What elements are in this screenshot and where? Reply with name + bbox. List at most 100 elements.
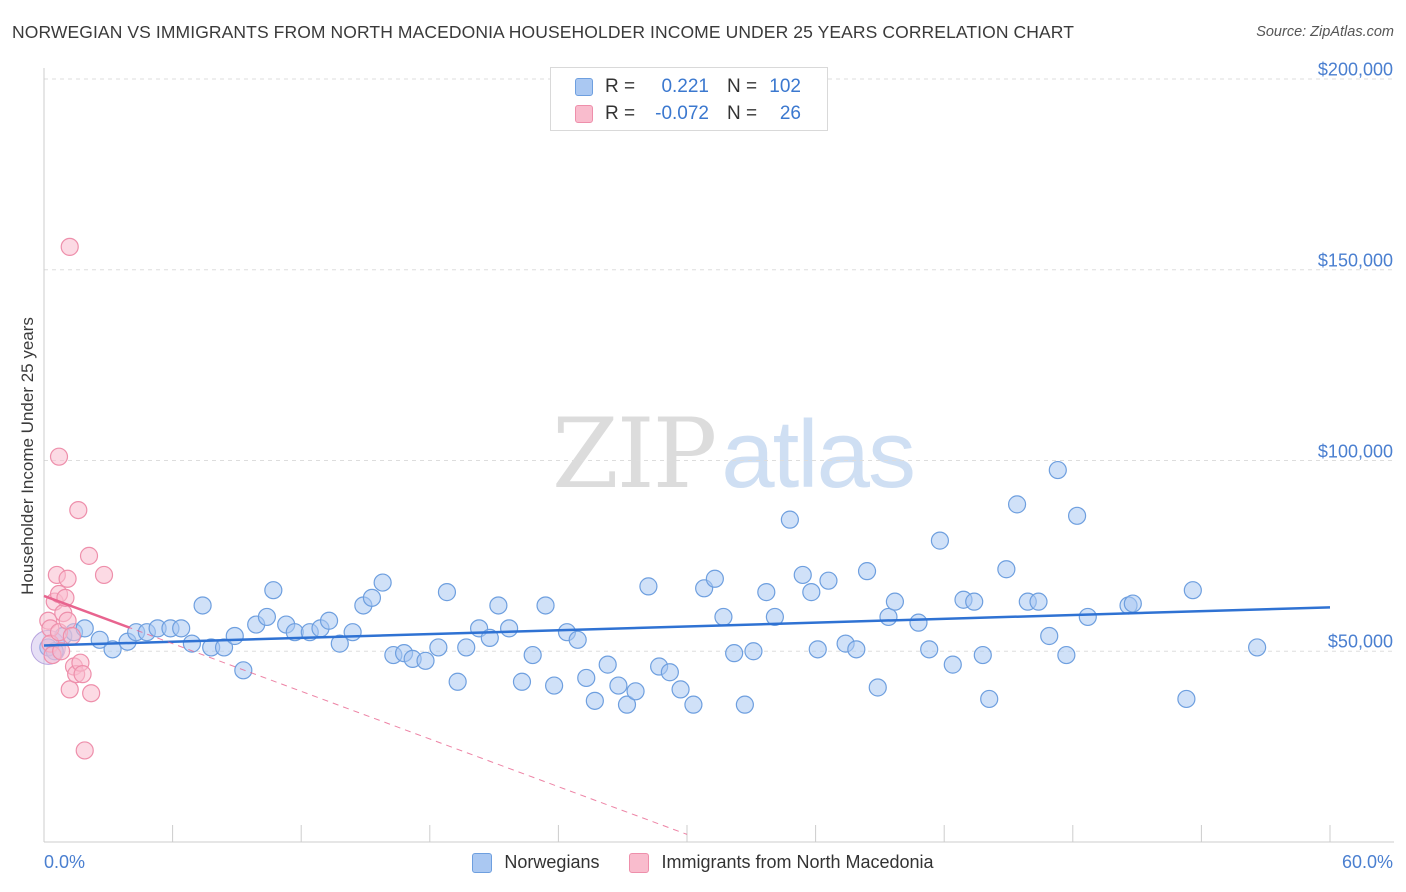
norwegian-point bbox=[362, 588, 382, 607]
y-tick-label: $200,000 bbox=[1317, 59, 1393, 80]
chart-title: NORWEGIAN VS IMMIGRANTS FROM NORTH MACED… bbox=[12, 22, 1075, 42]
norwegian-point bbox=[609, 676, 628, 695]
watermark-atlas: atlas bbox=[721, 401, 916, 508]
norwegians-points bbox=[39, 460, 1267, 714]
series-legend: Norwegians Immigrants from North Macedon… bbox=[0, 852, 1406, 873]
norwegian-point bbox=[973, 645, 992, 665]
norwegian-point bbox=[512, 672, 532, 691]
legend-item-norwegians: Norwegians bbox=[472, 852, 599, 873]
norwegian-point bbox=[744, 642, 763, 661]
legend-r-value: 0.221 bbox=[661, 76, 709, 97]
norwegian-point bbox=[264, 581, 283, 600]
norwegian-point bbox=[617, 695, 637, 714]
y-axis-title: Householder Income Under 25 years bbox=[18, 317, 37, 595]
y-tick-label: $150,000 bbox=[1317, 250, 1393, 271]
norwegian-point bbox=[182, 634, 201, 653]
norwegian-point bbox=[793, 565, 812, 585]
norwegian-point bbox=[545, 676, 564, 695]
macedonia-point bbox=[75, 741, 94, 760]
norwegian-point bbox=[1029, 592, 1048, 611]
grid-lines bbox=[44, 78, 1394, 652]
norwegian-point bbox=[725, 644, 744, 663]
norwegian-point bbox=[705, 569, 724, 588]
norwegian-point bbox=[780, 510, 799, 529]
norwegian-point bbox=[660, 663, 679, 682]
y-tick-label: $50,000 bbox=[1327, 631, 1393, 652]
norwegian-point bbox=[857, 562, 877, 581]
macedonia-point bbox=[69, 500, 88, 520]
norwegian-point bbox=[1040, 626, 1059, 646]
norwegian-point bbox=[448, 672, 467, 691]
macedonia-point bbox=[52, 642, 71, 661]
macedonia-point bbox=[60, 237, 79, 256]
chart-source: Source: ZipAtlas.com bbox=[1256, 24, 1394, 40]
norwegian-point bbox=[868, 678, 887, 697]
norwegian-point bbox=[437, 583, 457, 602]
norwegian-point bbox=[489, 596, 508, 615]
norwegians-trend-line bbox=[43, 606, 1331, 647]
norwegian-point bbox=[225, 626, 244, 646]
norwegian-point bbox=[214, 638, 234, 657]
norwegian-point bbox=[319, 611, 339, 630]
norwegian-point bbox=[103, 640, 122, 659]
norwegian-point bbox=[523, 645, 542, 665]
macedonia-point bbox=[94, 565, 114, 585]
legend-swatch-pink bbox=[575, 105, 593, 123]
norwegian-point bbox=[765, 607, 784, 627]
norwegian-point bbox=[373, 573, 392, 592]
norwegian-point bbox=[671, 680, 690, 699]
norwegian-point bbox=[1183, 581, 1202, 600]
trend-lines bbox=[43, 594, 1331, 835]
norwegian-point bbox=[1123, 594, 1142, 613]
norwegian-point bbox=[500, 619, 519, 638]
legend-r-value: -0.072 bbox=[655, 103, 709, 124]
axes bbox=[43, 68, 1394, 843]
norwegian-point bbox=[808, 640, 827, 659]
norwegian-point bbox=[1048, 460, 1067, 480]
norwegian-point bbox=[626, 682, 645, 701]
correlation-legend: R = 0.221 N = 102 R = -0.072 N = 26 bbox=[550, 67, 828, 131]
norwegian-point bbox=[1177, 689, 1196, 709]
norwegian-point bbox=[1067, 506, 1087, 525]
norwegian-point bbox=[802, 583, 821, 602]
norwegian-point bbox=[639, 577, 658, 596]
macedonia-point bbox=[73, 665, 92, 684]
norwegian-point bbox=[416, 651, 435, 670]
norwegian-point bbox=[943, 655, 962, 674]
norwegian-point bbox=[997, 560, 1016, 579]
norwegian-point bbox=[330, 634, 349, 653]
legend-n-label: N = bbox=[727, 76, 758, 97]
norwegian-point bbox=[1007, 495, 1027, 514]
norwegian-point bbox=[429, 638, 448, 657]
legend-n-value: 102 bbox=[769, 76, 801, 97]
norwegian-point bbox=[980, 689, 999, 709]
legend-label-macedonia: Immigrants from North Macedonia bbox=[661, 852, 934, 872]
norwegian-point bbox=[684, 695, 703, 714]
legend-item-macedonia: Immigrants from North Macedonia bbox=[629, 852, 934, 873]
norwegian-point bbox=[598, 655, 617, 674]
macedonia-point bbox=[62, 626, 81, 646]
norwegian-point bbox=[1248, 638, 1267, 657]
legend-r-label: R = bbox=[605, 76, 636, 97]
norwegian-point bbox=[930, 531, 950, 550]
watermark-zip: ZIP bbox=[552, 398, 717, 510]
legend-n-label: N = bbox=[727, 103, 758, 124]
macedonia-points bbox=[30, 237, 114, 760]
norwegian-point bbox=[1078, 607, 1097, 627]
macedonia-point bbox=[79, 546, 99, 565]
legend-swatch-pink bbox=[629, 852, 650, 873]
watermark: ZIPatlas bbox=[552, 398, 916, 510]
norwegian-point bbox=[457, 638, 476, 657]
norwegian-point bbox=[568, 630, 587, 649]
x-tick-label-min: 0.0% bbox=[44, 852, 86, 872]
macedonia-point bbox=[82, 684, 101, 703]
macedonia-trend-line bbox=[43, 594, 131, 629]
norwegian-point bbox=[847, 640, 866, 659]
norwegian-point bbox=[343, 623, 362, 642]
macedonia-point bbox=[49, 447, 69, 466]
legend-r-label: R = bbox=[605, 103, 636, 124]
legend-row-norwegians: R = 0.221 N = 102 bbox=[575, 74, 801, 100]
x-tick-label-max: 60.0% bbox=[1341, 852, 1393, 872]
legend-swatch-blue bbox=[575, 78, 593, 96]
norwegian-point bbox=[577, 668, 596, 688]
